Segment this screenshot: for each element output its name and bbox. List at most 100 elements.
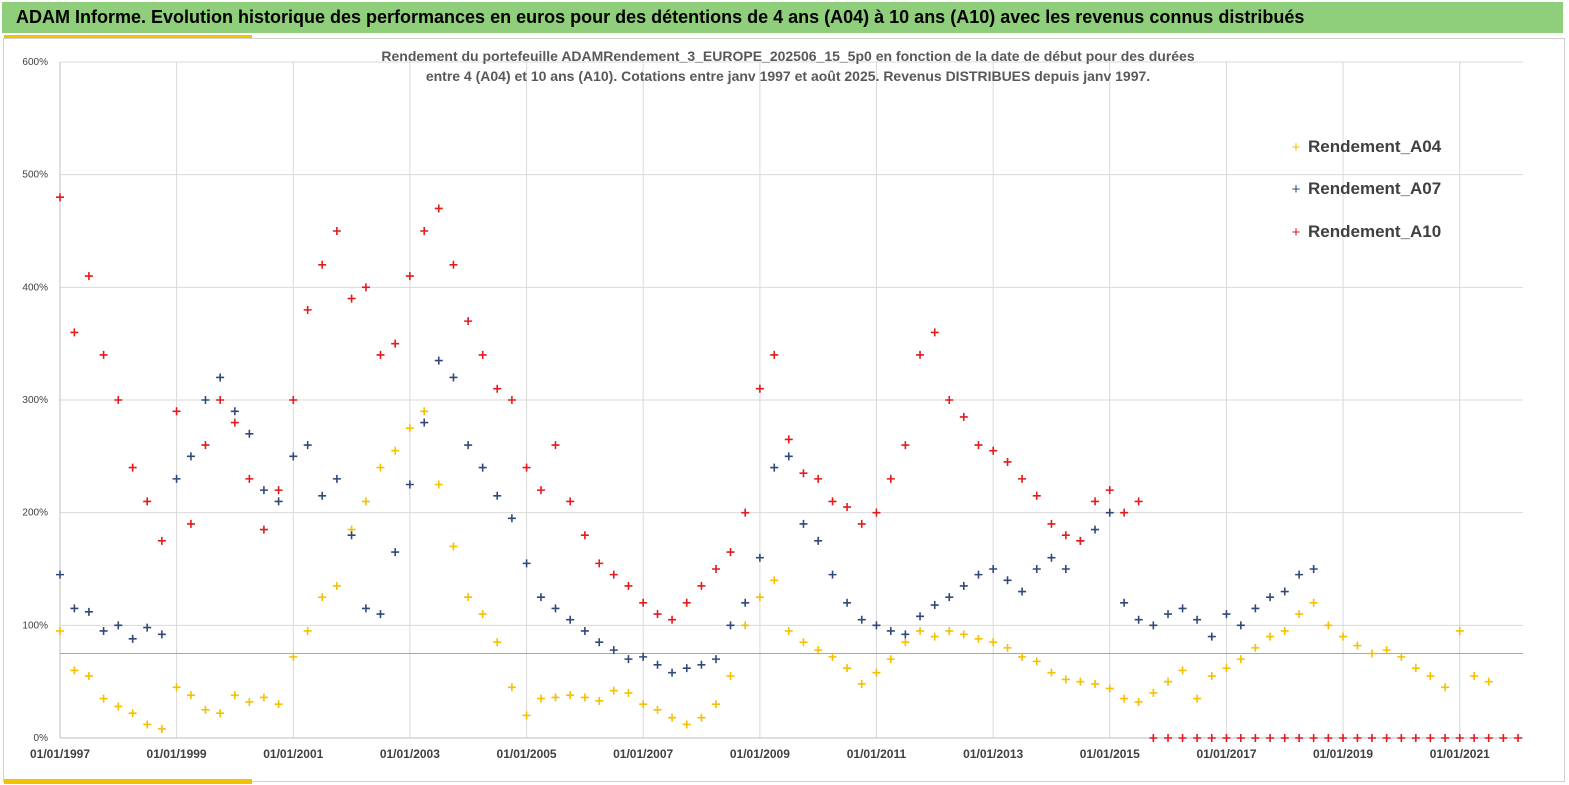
point-rendement-a07: [289, 452, 298, 461]
point-rendement-a10: [930, 328, 939, 337]
point-rendement-a04: [624, 688, 633, 697]
point-rendement-a07: [1149, 621, 1158, 630]
point-rendement-a07: [186, 452, 195, 461]
chart-title: Rendement du portefeuille ADAMRendement_…: [381, 48, 1194, 84]
point-rendement-a07: [989, 565, 998, 573]
y-tick-label: 400%: [22, 282, 48, 293]
point-rendement-a10: [624, 581, 633, 590]
x-tick-label: 01/01/2003: [380, 747, 440, 761]
point-rendement-a10: [186, 519, 195, 528]
point-rendement-a04: [814, 646, 823, 655]
y-tick-label: 500%: [22, 170, 48, 181]
legend-item-a04: + Rendement_A04: [1292, 137, 1442, 156]
point-rendement-a10: [1309, 734, 1318, 742]
point-rendement-a07: [478, 463, 487, 472]
point-rendement-a10: [945, 396, 954, 404]
point-rendement-a04: [1382, 646, 1391, 655]
legend-label-a04: Rendement_A04: [1308, 137, 1442, 156]
point-rendement-a04: [1134, 697, 1143, 706]
point-rendement-a04: [1266, 632, 1275, 641]
point-rendement-a07: [172, 474, 181, 483]
point-rendement-a04: [1018, 652, 1027, 661]
point-rendement-a10: [128, 463, 137, 472]
legend-label-a10: Rendement_A10: [1308, 222, 1441, 241]
point-rendement-a07: [1251, 604, 1260, 613]
point-rendement-a10: [1236, 734, 1245, 742]
point-rendement-a10: [1266, 734, 1275, 742]
x-tick-label: 01/01/1999: [147, 747, 207, 761]
point-rendement-a04: [449, 542, 458, 551]
point-rendement-a10: [1003, 457, 1012, 466]
legend: + Rendement_A04 + Rendement_A07 + Rendem…: [1292, 137, 1442, 241]
point-rendement-a07: [230, 407, 239, 416]
point-rendement-a10: [493, 384, 502, 393]
point-rendement-a04: [711, 700, 720, 709]
point-rendement-a07: [886, 626, 895, 635]
point-rendement-a07: [56, 570, 64, 579]
x-tick-label: 01/01/2009: [730, 747, 790, 761]
point-rendement-a10: [1061, 531, 1070, 540]
legend-item-a07: + Rendement_A07: [1292, 179, 1442, 198]
point-rendement-a04: [930, 632, 939, 641]
point-rendement-a10: [566, 497, 575, 506]
point-rendement-a04: [157, 724, 166, 733]
point-rendement-a10: [1193, 734, 1202, 742]
point-rendement-a04: [405, 424, 414, 433]
point-rendement-a07: [872, 621, 881, 630]
point-rendement-a07: [609, 646, 618, 655]
point-rendement-a04: [143, 720, 152, 729]
point-rendement-a07: [216, 373, 225, 382]
point-rendement-a04: [741, 621, 750, 630]
point-rendement-a07: [639, 652, 648, 661]
point-rendement-a10: [478, 350, 487, 359]
point-rendement-a04: [274, 700, 283, 709]
point-rendement-a07: [420, 418, 429, 427]
point-rendement-a04: [886, 655, 895, 664]
legend-item-a10: + Rendement_A10: [1292, 222, 1442, 241]
point-rendement-a10: [551, 441, 560, 450]
point-rendement-a04: [1280, 626, 1289, 635]
point-rendement-a07: [464, 441, 473, 450]
point-rendement-a10: [361, 283, 370, 292]
point-rendement-a10: [143, 497, 152, 506]
point-rendement-a04: [1164, 677, 1173, 686]
point-rendement-a04: [186, 691, 195, 700]
point-rendement-a07: [391, 548, 400, 557]
point-rendement-a10: [1149, 734, 1158, 742]
point-rendement-a07: [201, 396, 210, 404]
point-rendement-a10: [245, 474, 254, 483]
x-tick-label: 01/01/2015: [1080, 747, 1140, 761]
point-rendement-a07: [318, 491, 327, 500]
point-rendement-a04: [361, 497, 370, 506]
point-rendement-a07: [1032, 565, 1041, 573]
data-points: [56, 193, 1523, 742]
point-rendement-a04: [434, 480, 443, 489]
point-rendement-a07: [1091, 525, 1100, 534]
point-rendement-a04: [1120, 694, 1129, 703]
point-rendement-a07: [1018, 587, 1027, 596]
point-rendement-a10: [56, 193, 64, 202]
point-rendement-a10: [1032, 491, 1041, 500]
x-tick-label: 01/01/1997: [30, 747, 90, 761]
point-rendement-a04: [1324, 621, 1333, 630]
point-rendement-a07: [376, 610, 385, 619]
point-rendement-a04: [1149, 688, 1158, 697]
point-rendement-a04: [1207, 672, 1216, 681]
point-rendement-a10: [1018, 474, 1027, 483]
point-rendement-a10: [1339, 734, 1348, 742]
point-rendement-a10: [70, 328, 79, 337]
y-axis-ticks: 0% 100% 200% 300% 400% 500% 600%: [22, 57, 48, 744]
point-rendement-a04: [1032, 657, 1041, 666]
point-rendement-a04: [1003, 643, 1012, 652]
point-rendement-a07: [70, 604, 79, 613]
point-rendement-a07: [1266, 593, 1275, 602]
point-rendement-a10: [1295, 734, 1304, 742]
point-rendement-a10: [697, 581, 706, 590]
point-rendement-a10: [1047, 519, 1056, 528]
point-rendement-a10: [1222, 734, 1231, 742]
point-rendement-a10: [434, 204, 443, 213]
point-rendement-a10: [172, 407, 181, 416]
point-rendement-a04: [1441, 683, 1450, 692]
x-tick-label: 01/01/2011: [847, 747, 907, 761]
accent-bar-top: [4, 35, 252, 39]
